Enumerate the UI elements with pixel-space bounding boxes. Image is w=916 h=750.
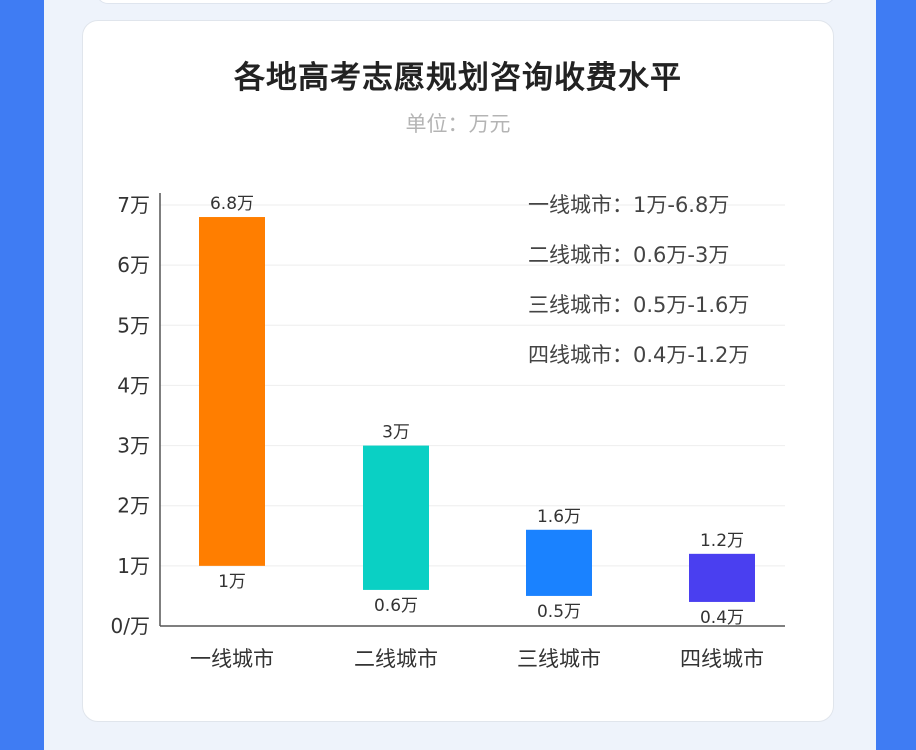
- range-bar: [199, 217, 265, 566]
- right-blue-border: [876, 0, 916, 750]
- range-item-tier1: 一线城市：1万-6.8万: [528, 193, 730, 217]
- chart-title: 各地高考志愿规划咨询收费水平: [234, 60, 682, 96]
- range-item-tier4: 四线城市：0.4万-1.2万: [528, 343, 750, 367]
- x-category-label: 二线城市: [354, 647, 438, 671]
- y-tick-label: 6万: [117, 253, 150, 277]
- y-tick-label: 5万: [117, 313, 150, 337]
- y-tick-label: 3万: [117, 434, 150, 458]
- data-label-low: 0.5万: [537, 602, 581, 622]
- left-blue-border: [0, 0, 44, 750]
- y-tick-label: 2万: [117, 494, 150, 518]
- data-label-low: 0.4万: [700, 608, 744, 628]
- y-tick-label: 1万: [117, 554, 150, 578]
- range-annotation-list: 一线城市：1万-6.8万 二线城市：0.6万-3万 三线城市：0.5万-1.6万…: [528, 190, 828, 390]
- range-bar: [363, 445, 429, 590]
- y-tick-label: 0/万: [111, 614, 150, 638]
- data-label-high: 3万: [382, 423, 410, 443]
- y-tick-label: 4万: [117, 373, 150, 397]
- range-item-tier3: 三线城市：0.5万-1.6万: [528, 293, 750, 317]
- data-label-high: 1.2万: [700, 531, 744, 551]
- y-tick-label: 7万: [117, 193, 150, 217]
- data-label-high: 6.8万: [210, 194, 254, 214]
- data-label-low: 1万: [218, 572, 246, 592]
- range-item-tier2: 二线城市：0.6万-3万: [528, 243, 730, 267]
- range-bar: [526, 529, 592, 596]
- data-label-low: 0.6万: [374, 596, 418, 616]
- data-label-high: 1.6万: [537, 507, 581, 527]
- range-bar: [689, 553, 755, 602]
- x-category-label: 一线城市: [190, 647, 274, 671]
- x-category-label: 三线城市: [517, 647, 601, 671]
- x-category-label: 四线城市: [680, 647, 764, 671]
- chart-subtitle: 单位：万元: [405, 112, 511, 136]
